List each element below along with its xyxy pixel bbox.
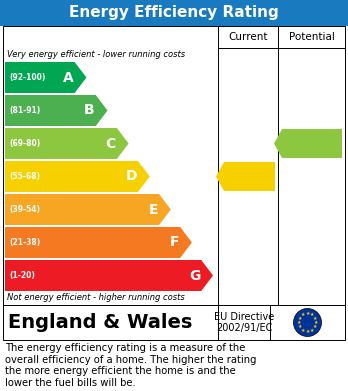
Bar	[3, 305, 345, 340]
Text: England & Wales: England & Wales	[8, 313, 192, 332]
Text: Very energy efficient - lower running costs: Very energy efficient - lower running co…	[7, 50, 185, 59]
Text: ★: ★	[301, 312, 305, 317]
Text: A: A	[63, 70, 74, 84]
Polygon shape	[5, 128, 129, 159]
Bar	[0, 0, 348, 26]
Text: EU Directive
2002/91/EC: EU Directive 2002/91/EC	[214, 312, 274, 333]
Text: ★: ★	[310, 312, 314, 317]
Text: ★: ★	[298, 325, 302, 329]
Polygon shape	[5, 161, 150, 192]
Text: (39-54): (39-54)	[9, 205, 40, 214]
Polygon shape	[5, 62, 86, 93]
Text: ★: ★	[301, 328, 305, 332]
Text: C: C	[105, 136, 116, 151]
Polygon shape	[5, 95, 108, 126]
Text: (92-100): (92-100)	[9, 73, 45, 82]
Text: ★: ★	[298, 316, 302, 321]
Text: D: D	[125, 170, 137, 183]
Text: (69-80): (69-80)	[9, 139, 40, 148]
Text: F: F	[169, 235, 179, 249]
Text: (55-68): (55-68)	[9, 172, 40, 181]
Text: The energy efficiency rating is a measure of the
overall efficiency of a home. T: The energy efficiency rating is a measur…	[5, 343, 256, 388]
Text: G: G	[189, 269, 200, 283]
Polygon shape	[5, 227, 192, 258]
Polygon shape	[274, 129, 342, 158]
Text: ★: ★	[313, 316, 317, 321]
Text: ★: ★	[296, 320, 301, 325]
Text: B: B	[84, 104, 95, 118]
Polygon shape	[5, 194, 171, 225]
Text: ★: ★	[305, 311, 310, 316]
Text: Not energy efficient - higher running costs: Not energy efficient - higher running co…	[7, 293, 185, 302]
Bar	[3, 26, 345, 305]
Text: ★: ★	[305, 329, 310, 334]
Polygon shape	[5, 260, 213, 291]
Text: Potential: Potential	[288, 32, 334, 42]
Text: 63: 63	[243, 170, 262, 183]
Text: ★: ★	[310, 328, 314, 332]
Text: Energy Efficiency Rating: Energy Efficiency Rating	[69, 5, 279, 20]
Text: Current: Current	[228, 32, 268, 42]
Circle shape	[293, 308, 322, 337]
Text: ★: ★	[314, 320, 318, 325]
Text: (1-20): (1-20)	[9, 271, 35, 280]
Text: (21-38): (21-38)	[9, 238, 40, 247]
Text: E: E	[149, 203, 158, 217]
Text: (81-91): (81-91)	[9, 106, 40, 115]
Text: 80: 80	[305, 136, 325, 151]
Text: ★: ★	[313, 325, 317, 329]
Polygon shape	[216, 162, 275, 191]
